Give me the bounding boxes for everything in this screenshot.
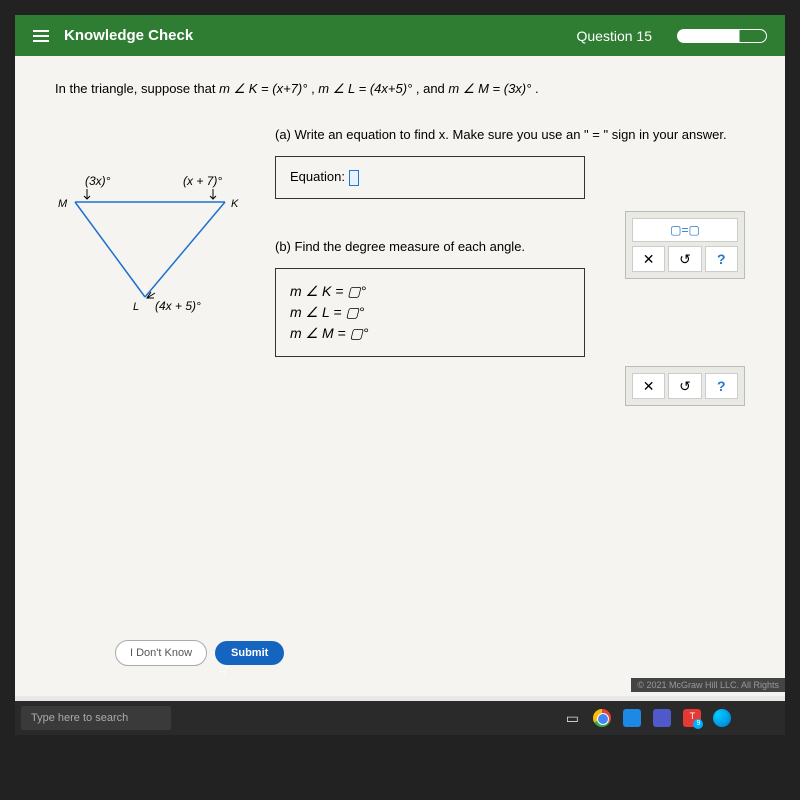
angles-input-box[interactable]: m ∠ K = ▢° m ∠ L = ▢° m ∠ M = ▢°	[275, 268, 585, 357]
help-button[interactable]: ?	[705, 246, 738, 272]
hamburger-menu-icon[interactable]	[33, 30, 49, 42]
edge-icon[interactable]	[708, 704, 736, 732]
angle-k-row[interactable]: m ∠ K = ▢°	[290, 283, 570, 300]
taskbar: Type here to search ▭ T9	[15, 701, 785, 735]
k-angle-label: (x + 7)°	[183, 174, 222, 188]
copyright-text: © 2021 McGraw Hill LLC. All Rights	[631, 678, 785, 692]
question-number: Question 15	[577, 28, 653, 44]
angle-l-row[interactable]: m ∠ L = ▢°	[290, 304, 570, 321]
chrome-icon[interactable]	[588, 704, 616, 732]
l-angle-label: (4x + 5)°	[155, 299, 201, 313]
app-icon-blue[interactable]	[618, 704, 646, 732]
app-icon-badged[interactable]: T9	[678, 704, 706, 732]
page-title: Knowledge Check	[64, 27, 562, 44]
prompt-intro: In the triangle, suppose that	[55, 81, 219, 96]
app-icon-teams[interactable]	[648, 704, 676, 732]
help-button-b[interactable]: ?	[705, 373, 738, 399]
tool-panel-a: ▢=▢ ✕ ↺ ?	[625, 211, 745, 279]
template-hint[interactable]: ▢=▢	[632, 218, 738, 242]
vertex-m: M	[58, 198, 68, 210]
i-dont-know-button[interactable]: I Don't Know	[115, 640, 207, 666]
clear-button[interactable]: ✕	[632, 246, 665, 272]
angle-m-expr: m ∠ M = (3x)°	[448, 81, 531, 96]
undo-button[interactable]: ↺	[668, 246, 701, 272]
question-prompt: In the triangle, suppose that m ∠ K = (x…	[55, 81, 745, 97]
equation-field-label: Equation:	[290, 169, 345, 184]
part-a-label: (a) Write an equation to find x. Make su…	[275, 127, 745, 142]
angle-l-expr: m ∠ L = (4x+5)°	[318, 81, 412, 96]
cursor-icon: ☟	[219, 663, 228, 680]
task-view-icon[interactable]: ▭	[558, 704, 586, 732]
angle-k-expr: m ∠ K = (x+7)°	[219, 81, 307, 96]
equation-input-box[interactable]: Equation:	[275, 156, 585, 199]
submit-button[interactable]: Submit	[215, 641, 284, 665]
undo-button-b[interactable]: ↺	[668, 373, 701, 399]
m-angle-label: (3x)°	[85, 174, 111, 188]
clear-button-b[interactable]: ✕	[632, 373, 665, 399]
angle-m-row[interactable]: m ∠ M = ▢°	[290, 325, 570, 342]
taskbar-search[interactable]: Type here to search	[21, 706, 171, 730]
header-bar: Knowledge Check Question 15	[15, 15, 785, 56]
vertex-k: K	[231, 198, 239, 210]
content-area: In the triangle, suppose that m ∠ K = (x…	[15, 56, 785, 696]
progress-bar	[677, 29, 767, 43]
equation-input-slot[interactable]	[349, 170, 359, 186]
tool-panel-b: ✕ ↺ ?	[625, 366, 745, 406]
triangle-diagram: (3x)° (x + 7)° M K L (4	[55, 127, 255, 357]
vertex-l: L	[133, 301, 139, 313]
